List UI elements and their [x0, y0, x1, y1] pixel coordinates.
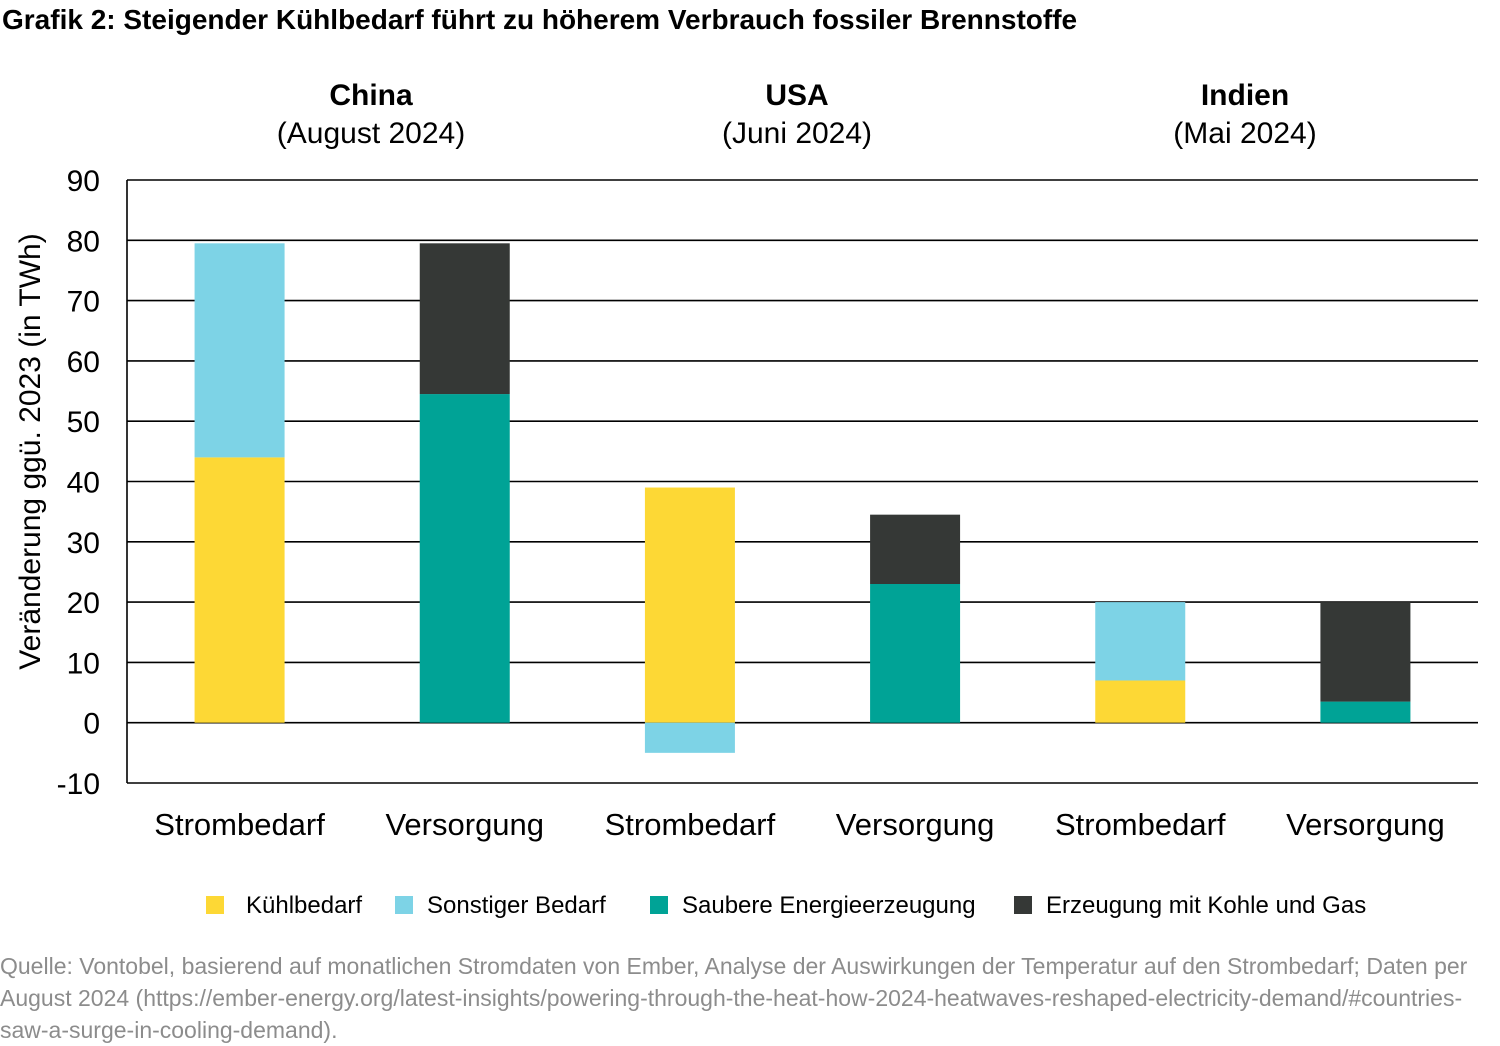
- group-period: (Juni 2024): [722, 117, 872, 150]
- bar-segment: [194, 243, 285, 458]
- bar-segment: [419, 394, 510, 723]
- x-tick-label: Strombedarf: [1055, 807, 1226, 842]
- bar-segment: [644, 487, 735, 723]
- group-period: (August 2024): [277, 117, 465, 150]
- legend-label: Sonstiger Bedarf: [427, 892, 606, 919]
- y-axis-label: Veränderung ggü. 2023 (in TWh): [14, 233, 47, 669]
- x-tick-label: Strombedarf: [154, 807, 325, 842]
- legend-label: Kühlbedarf: [246, 892, 362, 919]
- y-tick-label: -10: [57, 768, 100, 801]
- x-tick-label: Versorgung: [385, 807, 544, 842]
- bar-segment: [870, 514, 961, 585]
- y-tick-label: 60: [67, 346, 100, 379]
- legend-swatch: [395, 896, 413, 914]
- bar-segment: [1095, 680, 1186, 723]
- y-tick-label: 70: [67, 286, 100, 319]
- y-tick-label: 0: [83, 708, 100, 741]
- legend-swatch: [1014, 896, 1032, 914]
- y-tick-label: 80: [67, 225, 100, 258]
- y-tick-label: 10: [67, 647, 100, 680]
- bar-segment: [194, 457, 285, 723]
- group-title: China: [329, 79, 413, 112]
- legend-swatch: [206, 896, 224, 914]
- x-tick-label: Versorgung: [836, 807, 995, 842]
- x-tick-label: Strombedarf: [605, 807, 776, 842]
- bar-segment: [1095, 602, 1186, 681]
- source-note: Quelle: Vontobel, basierend auf monatlic…: [0, 953, 1468, 1043]
- x-tick-label: Versorgung: [1286, 807, 1445, 842]
- bar-segment: [1320, 701, 1411, 723]
- bar-segment: [870, 584, 961, 723]
- y-tick-label: 50: [67, 406, 100, 439]
- legend-label: Erzeugung mit Kohle und Gas: [1046, 892, 1366, 919]
- bar-segment: [644, 722, 735, 753]
- group-period: (Mai 2024): [1173, 117, 1316, 150]
- group-title: Indien: [1201, 79, 1289, 112]
- y-tick-label: 30: [67, 527, 100, 560]
- bar-segment: [419, 243, 510, 395]
- bar-segment: [1320, 602, 1411, 702]
- chart-title: Grafik 2: Steigender Kühlbedarf führt zu…: [2, 4, 1078, 35]
- group-title: USA: [765, 79, 828, 112]
- legend-label: Saubere Energieerzeugung: [682, 892, 976, 919]
- y-tick-label: 20: [67, 587, 100, 620]
- y-tick-label: 90: [67, 165, 100, 198]
- legend-swatch: [650, 896, 668, 914]
- y-tick-label: 40: [67, 467, 100, 500]
